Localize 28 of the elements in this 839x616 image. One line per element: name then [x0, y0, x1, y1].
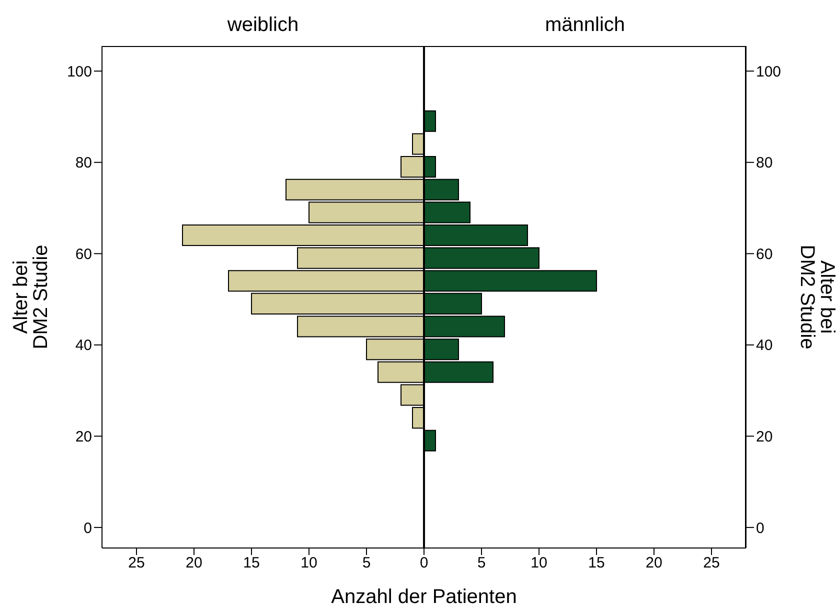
- y-axis-title: Alter bei DM2 Studie: [10, 244, 52, 350]
- x-tick-label: 20: [186, 554, 202, 572]
- x-tick-label: 10: [530, 554, 548, 572]
- y-tick-label: 20: [756, 428, 773, 446]
- y-tick-label: 20: [75, 428, 92, 446]
- x-tick-label: 5: [362, 554, 371, 572]
- x-tick-label: 15: [588, 554, 605, 572]
- y-tick-label: 40: [75, 337, 92, 354]
- x-tick-label: 25: [703, 554, 720, 572]
- y-axis-title: Alter bei DM2 Studie: [796, 244, 838, 350]
- x-tick-label: 20: [646, 554, 662, 572]
- y-tick-label: 0: [84, 520, 92, 537]
- y-tick-label: 100: [66, 63, 92, 80]
- y-tick-label: 60: [756, 246, 773, 263]
- y-tick-label: 60: [75, 246, 92, 263]
- y-tick-label: 80: [75, 154, 92, 172]
- x-axis-title: Anzahl der Patienten: [330, 586, 518, 609]
- x-tick-label: 25: [128, 554, 145, 572]
- y-tick-label: 0: [756, 520, 764, 537]
- x-tick-label: 0: [420, 554, 428, 572]
- x-tick-label: 5: [477, 554, 486, 572]
- y-tick-label: 100: [756, 63, 782, 80]
- y-tick-label: 80: [756, 154, 773, 172]
- x-tick-label: 15: [243, 554, 260, 572]
- x-tick-label: 10: [300, 554, 318, 572]
- chart-title: weiblich: [226, 13, 300, 38]
- y-tick-label: 40: [756, 337, 773, 354]
- chart-title: männlich: [544, 13, 626, 38]
